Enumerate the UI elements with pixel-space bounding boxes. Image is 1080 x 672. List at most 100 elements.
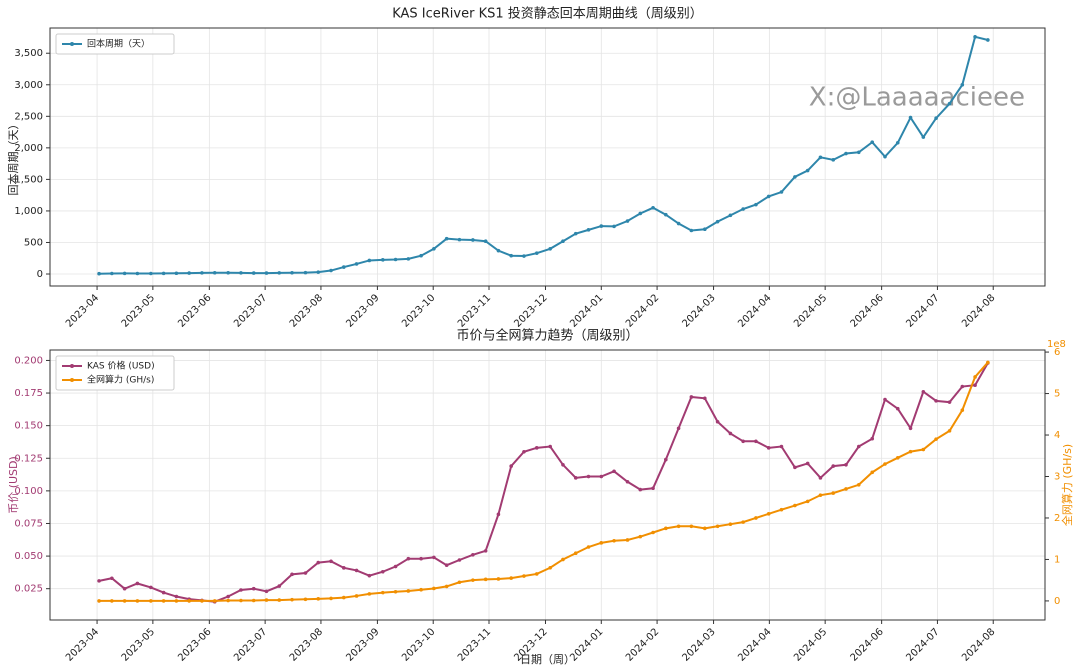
data-point — [251, 271, 256, 275]
data-point — [97, 599, 101, 603]
data-point — [638, 211, 643, 216]
data-point — [110, 599, 114, 603]
data-point — [380, 258, 385, 262]
data-point — [689, 524, 694, 529]
x-tick-label: 2024-05 — [792, 626, 829, 663]
data-point — [766, 512, 771, 516]
data-point — [149, 585, 153, 590]
data-point — [367, 573, 372, 578]
x-tick-label: 2024-02 — [624, 292, 661, 329]
legend-label: 全网算力 (GH/s) — [87, 374, 154, 386]
data-point — [277, 584, 282, 588]
data-point — [444, 236, 449, 241]
data-point — [676, 221, 681, 226]
data-point — [161, 590, 166, 595]
data-point — [728, 431, 733, 436]
data-point — [522, 254, 526, 258]
data-point — [883, 462, 887, 466]
x-tick-label: 2023-07 — [232, 292, 269, 329]
data-point — [715, 219, 720, 224]
data-point — [277, 598, 282, 602]
data-point — [818, 155, 823, 160]
data-point — [226, 598, 230, 603]
data-point — [986, 38, 990, 42]
data-point — [444, 584, 449, 589]
data-point — [766, 194, 771, 199]
data-point — [303, 597, 308, 602]
data-point — [548, 444, 552, 449]
data-point — [149, 271, 153, 276]
data-point — [483, 239, 488, 244]
data-point — [561, 557, 565, 562]
data-point — [664, 457, 668, 462]
data-point — [741, 439, 745, 444]
data-point — [135, 271, 140, 276]
y-axis-label: 币价 (USD) — [7, 456, 20, 514]
data-point — [457, 558, 462, 562]
data-point — [509, 253, 513, 258]
x-tick-label: 2023-10 — [400, 626, 437, 663]
data-point — [367, 592, 372, 596]
data-point — [329, 596, 333, 601]
data-point — [586, 545, 591, 549]
data-point — [728, 522, 733, 526]
data-point — [561, 239, 565, 244]
x-tick-label: 2024-04 — [736, 626, 773, 663]
y-tick-label: 3,500 — [14, 48, 43, 59]
data-point — [908, 115, 913, 120]
data-point — [135, 581, 140, 586]
data-point — [432, 555, 436, 560]
data-point — [625, 538, 630, 542]
data-point — [406, 257, 411, 261]
data-point — [973, 383, 977, 388]
data-point — [689, 395, 694, 399]
data-point — [534, 446, 539, 450]
data-point — [393, 589, 398, 594]
watermark: X:@Laaaaacieee — [809, 83, 1025, 113]
data-point — [174, 594, 179, 599]
y2-tick-label: 6 — [1054, 347, 1060, 358]
data-point — [625, 219, 630, 223]
x-tick-label: 2024-05 — [792, 292, 829, 329]
data-point — [651, 530, 655, 535]
data-point — [818, 476, 823, 480]
data-point — [471, 552, 475, 557]
data-point — [703, 526, 707, 531]
data-point — [122, 586, 127, 591]
data-point — [793, 503, 797, 508]
data-point — [303, 270, 308, 275]
x-tick-label: 2023-12 — [512, 292, 549, 329]
data-point — [522, 574, 526, 578]
y2-tick-label: 5 — [1054, 389, 1060, 400]
data-point — [419, 587, 423, 592]
data-point — [973, 375, 977, 379]
data-point — [689, 228, 694, 233]
y2-tick-label: 3 — [1054, 471, 1060, 482]
data-point — [973, 35, 977, 39]
x-tick-label: 2023-09 — [344, 626, 381, 663]
data-point — [457, 237, 462, 242]
x-tick-label: 2023-08 — [288, 626, 325, 663]
data-point — [676, 524, 681, 529]
data-point — [612, 469, 616, 474]
data-point — [239, 588, 243, 592]
data-point — [870, 140, 875, 144]
data-point — [703, 227, 707, 232]
x-tick-label: 2024-06 — [849, 292, 886, 329]
data-point — [908, 449, 913, 454]
data-point — [341, 265, 346, 269]
data-point — [676, 426, 681, 431]
data-point — [110, 576, 114, 581]
data-point — [586, 228, 591, 232]
data-point — [161, 599, 166, 603]
data-point — [986, 360, 990, 365]
data-point — [664, 212, 668, 217]
x-tick-label: 2023-08 — [288, 292, 325, 329]
data-point — [432, 586, 436, 591]
x-tick-label: 2024-04 — [736, 292, 773, 329]
data-point — [844, 151, 848, 156]
data-point — [329, 268, 333, 273]
series-line — [99, 361, 989, 602]
x-tick-label: 2023-06 — [176, 626, 213, 663]
data-point — [934, 399, 938, 403]
